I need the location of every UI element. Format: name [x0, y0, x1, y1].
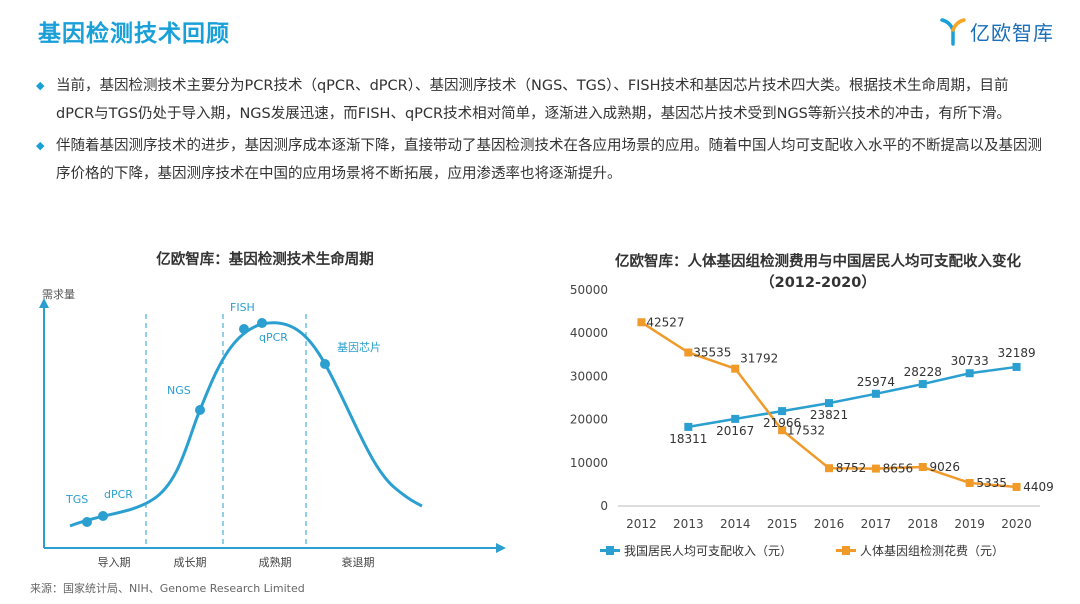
y-tick-label: 10000	[570, 456, 608, 470]
cost-data-label: 8656	[883, 462, 914, 476]
cost-income-chart: 0 10000 20000 30000 40000 50000 2012 2013 2014 2…	[570, 283, 1054, 531]
phase-label: 衰退期	[342, 555, 375, 569]
income-point	[871, 389, 880, 398]
bullet-item: ◆ 伴随着基因测序技术的进步，基因测序成本逐渐下降，直接带动了基因检测技术在各应…	[36, 132, 1046, 188]
source-note: 来源：国家统计局、NIH、Genome Research Limited	[30, 582, 305, 595]
x-tick-label: 2020	[1001, 517, 1032, 531]
bullet-item: ◆ 当前，基因检测技术主要分为PCR技术（qPCR、dPCR）、基因测序技术（N…	[36, 72, 1046, 128]
income-point	[684, 422, 693, 431]
point-label-tgs: TGS	[65, 493, 88, 506]
x-tick-label: 2016	[814, 517, 845, 531]
income-data-label: 23821	[810, 408, 848, 422]
cost-data-label: 31792	[740, 352, 778, 366]
income-data-label: 21966	[763, 416, 801, 430]
cost-point	[871, 464, 880, 473]
income-data-label: 18311	[669, 432, 707, 446]
x-tick-label: 2019	[954, 517, 985, 531]
cost-data-label: 42527	[646, 315, 684, 329]
income-point	[1012, 362, 1021, 371]
cost-income-legend: 我国居民人均可支配收入（元） 人体基因组检测花费（元）	[600, 542, 1048, 559]
cost-income-title-text: 亿欧智库：人体基因组检测费用与中国居民人均可支配收入变化	[615, 254, 1021, 270]
bullet-list: ◆ 当前，基因检测技术主要分为PCR技术（qPCR、dPCR）、基因测序技术（N…	[36, 72, 1046, 192]
x-tick-label: 2012	[626, 517, 657, 531]
point-ngs	[195, 405, 205, 415]
diamond-bullet-icon: ◆	[36, 79, 45, 92]
x-tick-label: 2018	[908, 517, 939, 531]
income-series-line	[688, 365, 1017, 429]
income-data-label: 28228	[904, 365, 942, 379]
y-tick-label: 30000	[570, 369, 608, 383]
bullet-text: 伴随着基因测序技术的进步，基因测序成本逐渐下降，直接带动了基因检测技术在各应用场…	[56, 138, 1042, 182]
cost-point	[731, 364, 740, 373]
legend-swatch-cost	[836, 546, 857, 555]
y-tick-label: 40000	[570, 326, 608, 340]
cost-data-label: 5335	[976, 476, 1007, 490]
income-data-label: 32189	[997, 346, 1035, 360]
point-label-fish: FISH	[230, 301, 255, 314]
y-tick-label: 50000	[570, 283, 608, 297]
income-point	[965, 369, 974, 378]
cost-income-subtitle: （2012-2020）	[760, 275, 876, 291]
lifecycle-chart-title: 亿欧智库：基因检测技术生命周期	[156, 252, 374, 268]
cost-income-chart-title: 亿欧智库：人体基因组检测费用与中国居民人均可支配收入变化 （2012-2020）	[568, 250, 1068, 292]
point-gene-chip	[320, 359, 330, 369]
diamond-bullet-icon: ◆	[36, 139, 45, 152]
logo-text: 亿欧智库	[970, 20, 1054, 45]
lifecycle-chart: 需求量 TGS dPCR NGS FISH qPCR 基因芯片 导入期 成长期 …	[39, 288, 506, 569]
income-data-label: 25974	[857, 375, 895, 389]
x-tick-label: 2014	[720, 517, 751, 531]
legend-item-cost: 人体基因组检测花费（元）	[836, 542, 1004, 559]
cost-point	[684, 348, 693, 357]
point-fish	[239, 324, 249, 334]
legend-swatch-income	[600, 546, 620, 555]
income-point	[918, 380, 927, 389]
bullet-text: 当前，基因检测技术主要分为PCR技术（qPCR、dPCR）、基因测序技术（NGS…	[56, 78, 1011, 122]
lifecycle-y-arrow	[39, 298, 49, 308]
lifecycle-x-arrow	[496, 543, 506, 553]
point-label-dpcr: dPCR	[104, 488, 133, 501]
income-point	[778, 407, 787, 416]
cost-data-label: 35535	[693, 345, 731, 359]
phase-label: 导入期	[98, 556, 131, 569]
legend-label-income: 我国居民人均可支配收入（元）	[624, 544, 793, 558]
cost-point	[1012, 482, 1021, 491]
cost-data-label: 17532	[787, 423, 825, 437]
y-tick-label: 0	[600, 499, 608, 513]
cost-point	[778, 426, 787, 435]
cost-data-label: 4409	[1023, 480, 1054, 494]
page-title: 基因检测技术回顾	[38, 21, 230, 47]
legend-label-cost: 人体基因组检测花费（元）	[860, 544, 1005, 558]
phase-label: 成熟期	[259, 555, 292, 569]
income-data-label: 30733	[951, 354, 989, 368]
point-label-qpcr: qPCR	[259, 331, 288, 344]
lifecycle-ylabel: 需求量	[42, 288, 75, 301]
x-tick-label: 2013	[673, 517, 704, 531]
income-point	[731, 414, 740, 423]
phase-label: 成长期	[174, 556, 207, 569]
x-tick-label: 2015	[767, 517, 798, 531]
point-label-ngs: NGS	[167, 384, 191, 397]
point-dpcr	[98, 511, 108, 521]
cost-data-label: 9026	[930, 460, 961, 474]
point-label-gene-chip: 基因芯片	[337, 340, 381, 354]
cost-point	[965, 478, 974, 487]
income-point	[825, 399, 833, 408]
legend-item-income: 我国居民人均可支配收入（元）	[600, 542, 792, 559]
point-tgs	[82, 517, 92, 527]
cost-point	[825, 464, 833, 473]
cost-point	[637, 318, 646, 327]
logo: 亿欧智库	[940, 16, 1054, 46]
cost-data-label: 8752	[836, 461, 867, 475]
income-data-label: 20167	[716, 424, 754, 438]
logo-icon	[940, 18, 966, 46]
y-tick-label: 20000	[570, 413, 608, 427]
x-tick-label: 2017	[861, 517, 892, 531]
cost-point	[918, 463, 927, 472]
point-qpcr	[257, 318, 267, 328]
